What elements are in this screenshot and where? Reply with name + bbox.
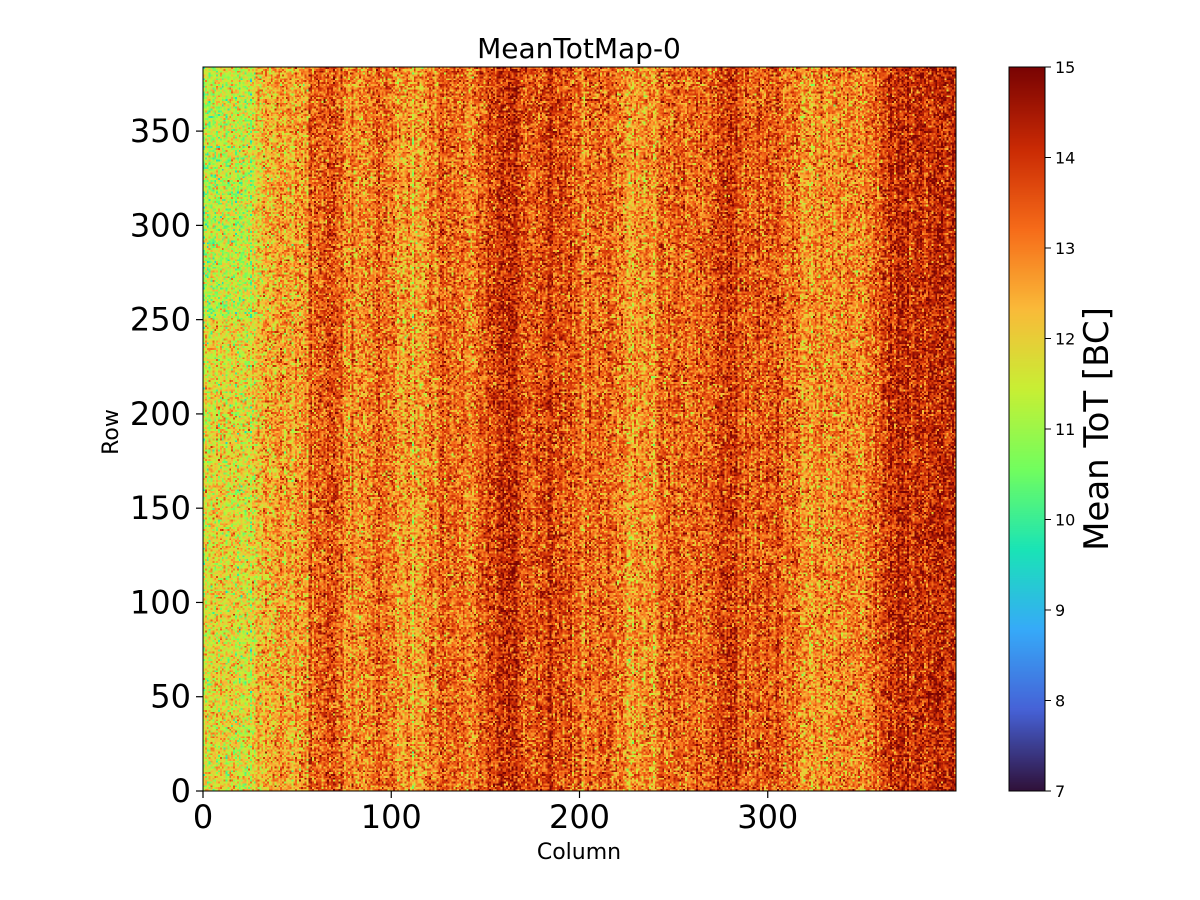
y-tick-label: 150 bbox=[130, 489, 191, 527]
y-axis: 0 50 100 150 200 250 300 350 bbox=[130, 112, 203, 810]
colorbar-frame bbox=[1008, 66, 1046, 792]
colorbar-tick-label: 8 bbox=[1055, 692, 1065, 711]
y-tick-label: 100 bbox=[130, 583, 191, 621]
x-axis: 0 100 200 300 bbox=[193, 791, 798, 836]
colorbar-tick-label: 9 bbox=[1055, 601, 1065, 620]
colorbar-label: Mean ToT [BC] bbox=[1077, 307, 1117, 551]
colorbar-gradient bbox=[1009, 67, 1045, 791]
x-axis-label: Column bbox=[537, 840, 621, 865]
y-axis-label: Row bbox=[99, 409, 124, 455]
colorbar-tick-label: 14 bbox=[1055, 149, 1075, 168]
x-tick-label: 300 bbox=[737, 798, 798, 836]
chart-title: MeanTotMap-0 bbox=[477, 32, 681, 65]
y-tick-label: 250 bbox=[130, 301, 191, 339]
colorbar-tick-label: 10 bbox=[1055, 511, 1075, 530]
y-tick-label: 300 bbox=[130, 206, 191, 244]
colorbar-tick-label: 11 bbox=[1055, 420, 1075, 439]
y-tick-label: 50 bbox=[150, 678, 191, 716]
x-tick-label: 100 bbox=[361, 798, 422, 836]
x-tick-label: 200 bbox=[549, 798, 610, 836]
heatmap-image bbox=[203, 67, 956, 791]
y-tick-label: 350 bbox=[130, 112, 191, 150]
y-tick-label: 0 bbox=[171, 772, 191, 810]
colorbar-tick-label: 7 bbox=[1055, 782, 1065, 801]
colorbar-tick-label: 13 bbox=[1055, 239, 1075, 258]
x-tick-label: 0 bbox=[193, 798, 213, 836]
colorbar-tick-label: 15 bbox=[1055, 58, 1075, 77]
colorbar-tick-label: 12 bbox=[1055, 330, 1075, 349]
y-tick-label: 200 bbox=[130, 395, 191, 433]
colorbar-axis: 7 8 9 10 11 12 13 14 15 bbox=[1045, 58, 1075, 801]
plot-frame bbox=[202, 66, 957, 792]
